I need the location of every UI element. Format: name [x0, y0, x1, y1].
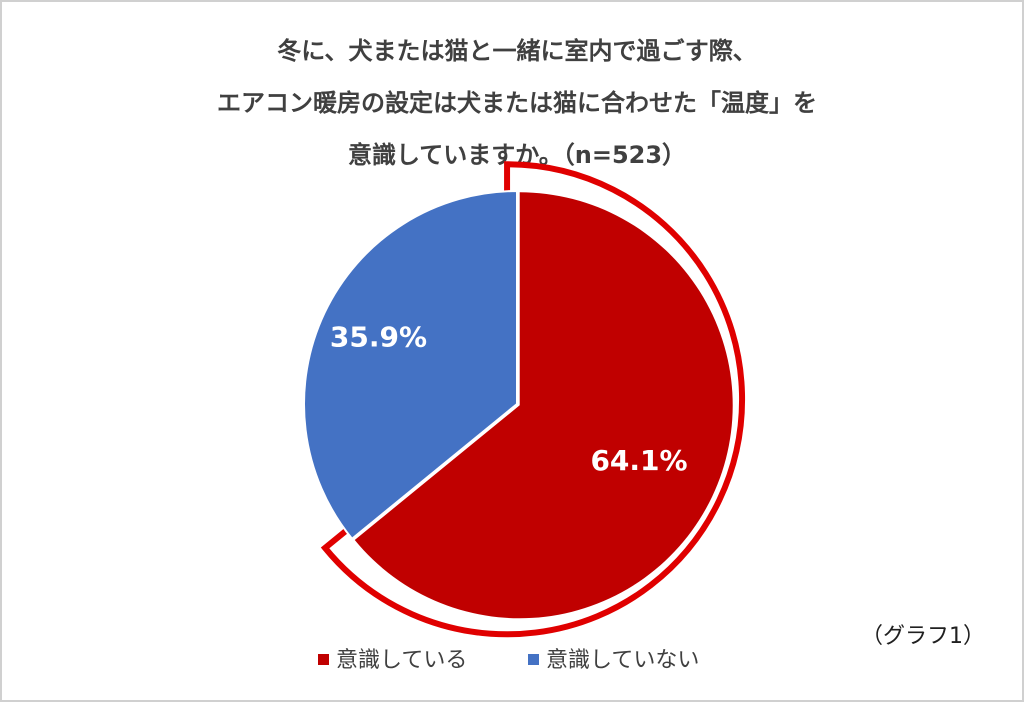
legend-label: 意識している — [336, 648, 467, 673]
data-label: 64.1% — [590, 444, 687, 477]
chart-title: 冬に、犬または猫と一緒に室内で過ごす際、 — [277, 37, 757, 65]
legend-label: 意識していない — [546, 648, 699, 673]
pie-slice — [303, 189, 518, 541]
legend-swatch — [318, 654, 329, 665]
legend-swatch — [528, 654, 539, 665]
pie-slice — [354, 192, 733, 619]
data-label: 35.9% — [330, 320, 427, 353]
note: （グラフ1） — [861, 624, 985, 649]
chart-title: エアコン暖房の設定は犬または猫に合わせた「温度」を — [217, 89, 817, 117]
